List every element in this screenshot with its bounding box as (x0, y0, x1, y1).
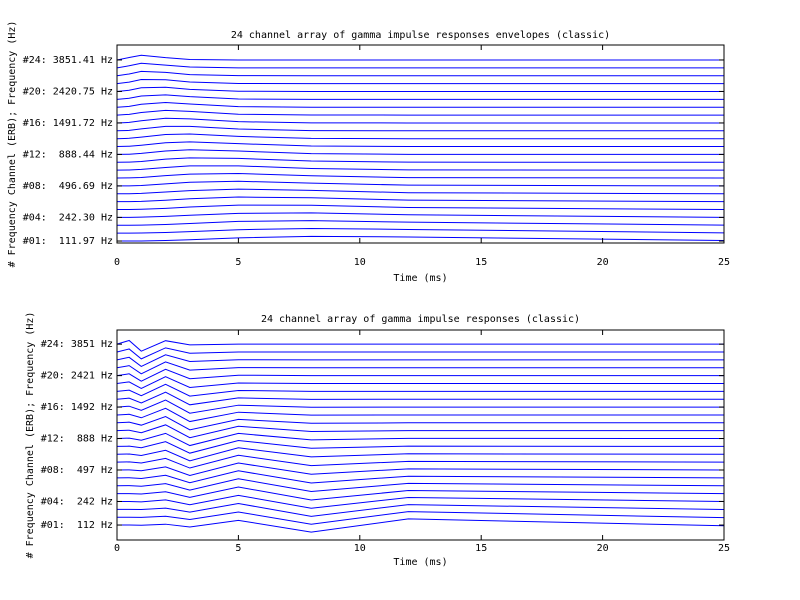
waveform (116, 79, 724, 85)
y-tick-label: #20: 2421 Hz (41, 371, 113, 382)
waveform (116, 165, 725, 171)
y-axis-label: # Frequency Channel (ERB); Frequency (Hz… (25, 312, 36, 559)
y-tick-label: #01: 112 Hz (41, 520, 113, 531)
waveform (116, 376, 724, 390)
waveform (116, 109, 724, 116)
y-tick-label: #04: 242.30 Hz (23, 212, 113, 223)
y-tick-label: #08: 497 Hz (41, 465, 113, 476)
y-tick-label: #16: 1492 Hz (41, 402, 113, 413)
chart-title: 24 channel array of gamma impulse respon… (261, 314, 580, 325)
waveform (116, 172, 725, 179)
waveform (116, 454, 725, 469)
waveform (116, 399, 724, 414)
plot-frame (116, 44, 725, 244)
waveform (116, 361, 724, 375)
waveform (117, 227, 725, 234)
y-tick-label: #24: 3851.41 Hz (23, 55, 113, 66)
x-tick-label: 25 (718, 257, 730, 268)
waveform (116, 339, 724, 352)
waveform (116, 196, 725, 203)
x-tick-label: 15 (475, 543, 487, 554)
waveform (116, 432, 725, 447)
waveform (116, 62, 724, 69)
waveform (117, 503, 725, 517)
x-tick-label: 5 (235, 257, 241, 268)
waveform (116, 94, 724, 100)
x-tick-label: 0 (114, 543, 120, 554)
y-tick-label: #16: 1491.72 Hz (23, 118, 113, 129)
waveform (117, 235, 725, 242)
waveform (116, 391, 724, 406)
waveform (116, 149, 725, 155)
y-tick-label: #20: 2420.75 Hz (23, 86, 113, 97)
waveform (116, 354, 724, 368)
waveform (116, 440, 725, 454)
waveform (117, 486, 725, 501)
chart-title: 24 channel array of gamma impulse respon… (231, 30, 610, 41)
waveform (116, 368, 724, 382)
waveform (116, 133, 724, 140)
waveform (116, 180, 725, 187)
waveform (117, 511, 725, 525)
y-tick-label: #01: 111.97 Hz (23, 236, 113, 247)
waveform (116, 54, 724, 61)
waveform (116, 157, 725, 163)
waveform (116, 70, 724, 77)
x-tick-label: 25 (718, 543, 730, 554)
waveform (117, 494, 725, 509)
x-tick-label: 10 (354, 543, 366, 554)
waveform (116, 447, 725, 462)
waveform (116, 188, 725, 195)
x-tick-label: 15 (475, 257, 487, 268)
waveform (116, 407, 724, 423)
waveform (116, 86, 724, 92)
waveform (117, 204, 725, 211)
y-tick-label: #12: 888 Hz (41, 434, 113, 445)
waveform (116, 462, 725, 476)
waveform (116, 102, 724, 108)
waveform (117, 518, 725, 533)
y-axis-label: # Frequency Channel (ERB); Frequency (Hz… (7, 21, 18, 268)
waveform (117, 212, 725, 218)
waveform (116, 470, 725, 484)
y-tick-label: #12: 888.44 Hz (23, 149, 113, 160)
waveform (116, 347, 724, 360)
waveform (116, 125, 724, 132)
waveform (116, 478, 725, 493)
x-tick-label: 0 (114, 257, 120, 268)
x-tick-label: 20 (597, 257, 609, 268)
x-tick-label: 10 (354, 257, 366, 268)
y-tick-label: #24: 3851 Hz (41, 339, 113, 350)
waveform (116, 424, 724, 439)
waveform (116, 415, 724, 431)
waveform (117, 220, 725, 226)
waveform (116, 383, 724, 397)
waveform (116, 117, 724, 124)
plot-frame (116, 329, 725, 541)
x-tick-label: 20 (597, 543, 609, 554)
x-axis-label: Time (ms) (393, 273, 447, 284)
x-tick-label: 5 (235, 543, 241, 554)
y-tick-label: #04: 242 Hz (41, 496, 113, 507)
waveform (116, 141, 724, 148)
y-tick-label: #08: 496.69 Hz (23, 181, 113, 192)
x-axis-label: Time (ms) (393, 557, 447, 568)
